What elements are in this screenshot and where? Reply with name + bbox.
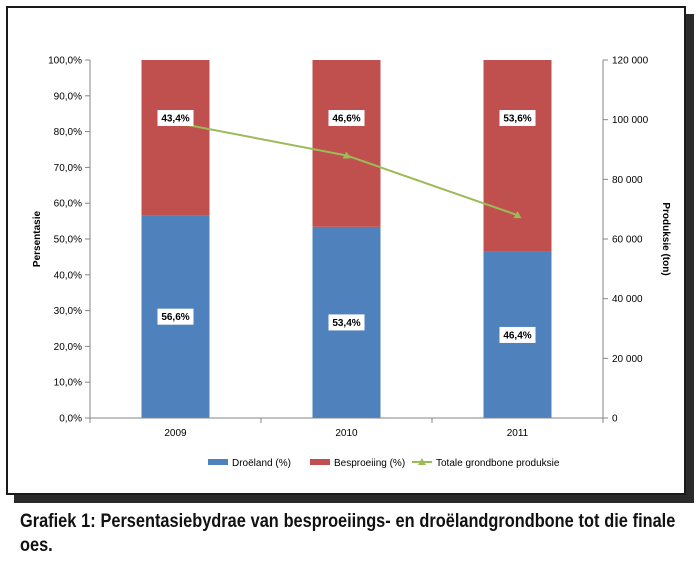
bar-segment (483, 60, 552, 252)
y-tick-label-left: 80,0% (54, 127, 82, 138)
figure-caption: Grafiek 1: Persentasiebydrae van besproe… (20, 511, 676, 556)
y-tick-label-left: 90,0% (54, 91, 82, 102)
data-label-box (328, 314, 365, 331)
legend-label-droeland: Droëland (%) (232, 458, 291, 469)
y-tick-label-right: 0 (612, 414, 618, 425)
y-tick-label-left: 40,0% (54, 270, 82, 281)
legend-swatch-droeland (208, 459, 228, 465)
x-tick-label: 2010 (335, 428, 358, 439)
legend-swatch-besproeiing (310, 459, 330, 465)
y-tick-label-left: 50,0% (54, 235, 82, 246)
legend-marker-produksie (418, 458, 426, 465)
data-label-box (499, 326, 536, 343)
y-axis-title-right: Produksie (ton) (660, 202, 671, 275)
bar-segment (141, 60, 210, 216)
data-label-box (157, 110, 194, 126)
y-tick-label-left: 0,0% (59, 414, 82, 425)
data-label: 56,6% (161, 312, 189, 323)
data-label: 43,4% (161, 114, 189, 125)
data-label-box (328, 110, 365, 126)
produksie-point (513, 211, 522, 219)
data-label-box (157, 308, 194, 325)
y-tick-label-left: 20,0% (54, 342, 82, 353)
y-tick-label-right: 80 000 (612, 175, 643, 186)
y-tick-label-right: 60 000 (612, 235, 643, 246)
data-label: 46,4% (503, 330, 531, 341)
bar-segment (312, 60, 381, 227)
chart-svg: 0,0% 10,0% 20,0% 30,0% 40,0% 50,0% 60,0% 70,0% 8… (32, 56, 671, 470)
legend-label-besproeiing: Besproeiing (%) (334, 458, 405, 469)
data-label-box (499, 110, 536, 126)
y-axis-title-left: Persentasie (32, 210, 43, 267)
y-tick-label-left: 60,0% (54, 199, 82, 210)
y-tick-label-right: 40 000 (612, 294, 643, 305)
data-label: 46,6% (332, 114, 360, 125)
produksie-point (342, 151, 351, 159)
y-tick-label-left: 100,0% (48, 56, 82, 67)
y-tick-label-right: 120 000 (612, 56, 649, 67)
legend: Droëland (%) Besproeiing (%) Totale gron… (208, 458, 560, 469)
y-tick-label-left: 30,0% (54, 306, 82, 317)
y-tick-label-right: 100 000 (612, 115, 649, 126)
legend-label-produksie: Totale grondbone produksie (436, 458, 560, 469)
data-label: 53,6% (503, 114, 531, 125)
x-tick-label: 2011 (507, 428, 529, 439)
y-tick-label-left: 10,0% (54, 378, 82, 389)
x-tick-label: 2009 (164, 428, 187, 439)
data-label: 53,4% (332, 318, 360, 329)
y-tick-label-left: 70,0% (54, 163, 82, 174)
y-tick-label-right: 20 000 (612, 354, 643, 365)
